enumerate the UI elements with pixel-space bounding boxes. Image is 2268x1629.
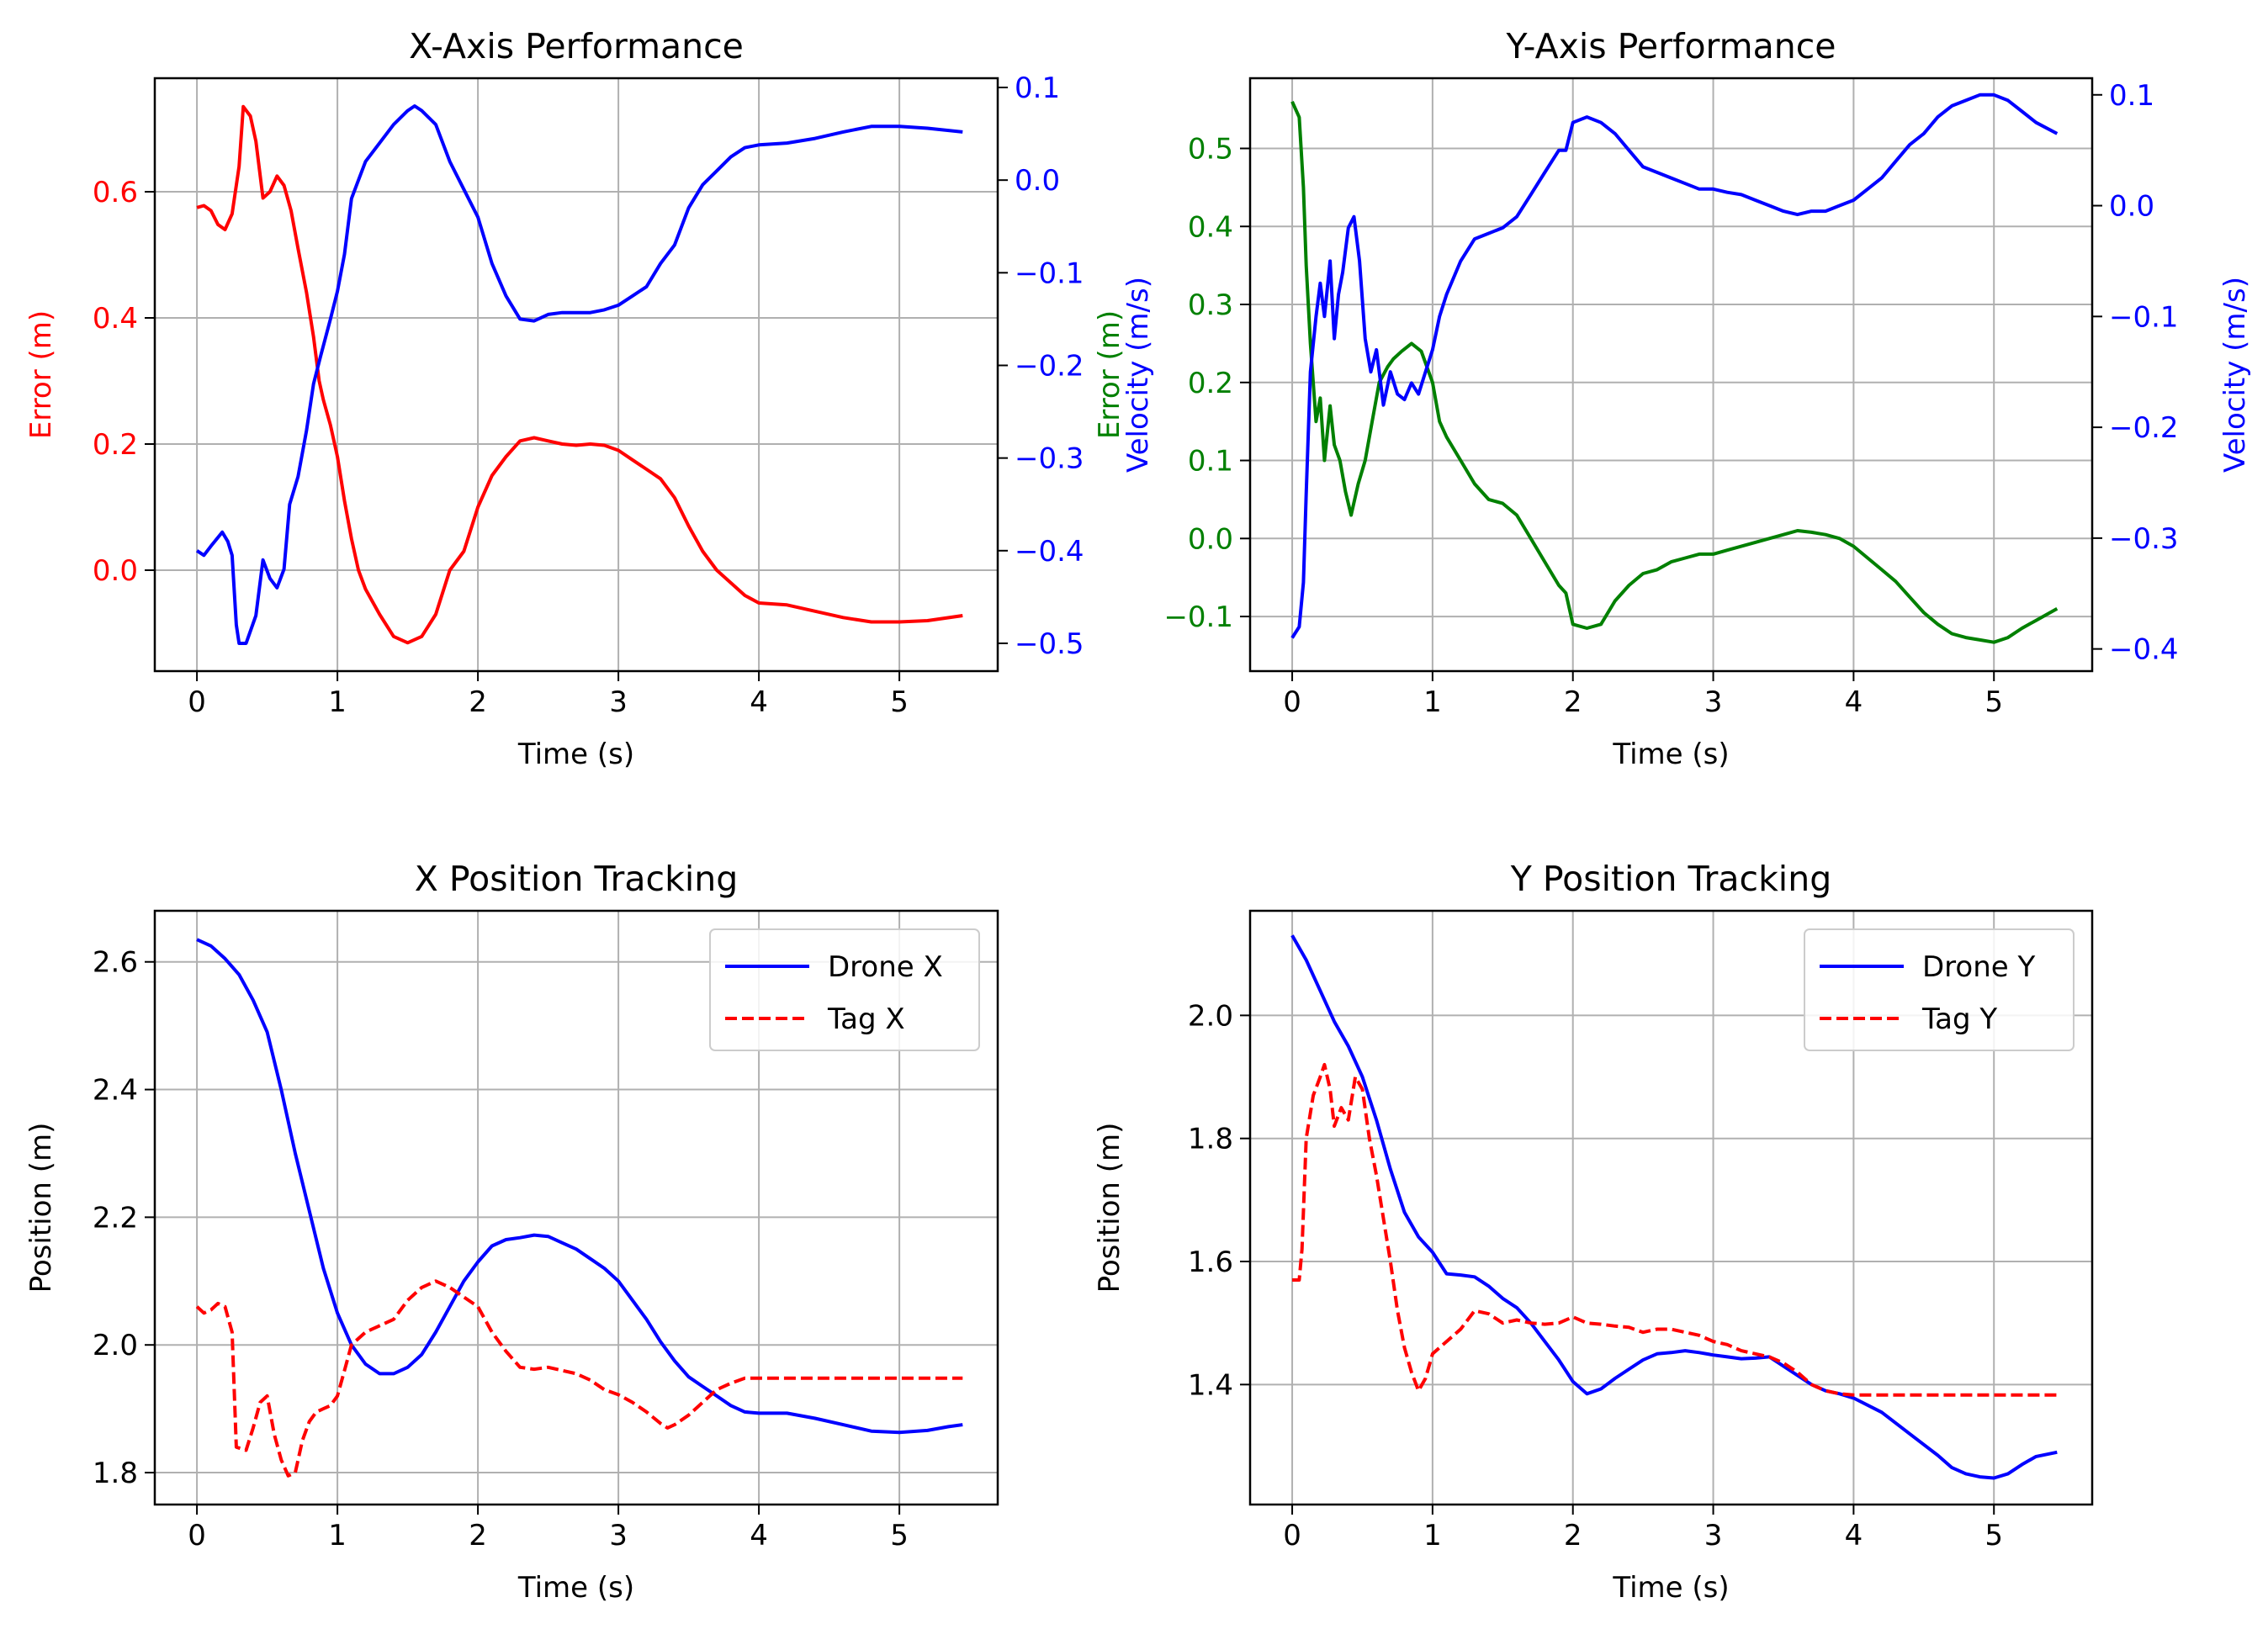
x-tick-label: 5 xyxy=(890,1519,909,1552)
x-tick-label: 1 xyxy=(328,685,347,719)
x-tick-label: 3 xyxy=(1704,1519,1723,1552)
y-tick-label: −0.1 xyxy=(1163,600,1233,634)
y-tick-label: 1.4 xyxy=(1188,1368,1233,1402)
chart-title: X-Axis Performance xyxy=(409,26,744,66)
y-tick-label: 0.4 xyxy=(93,302,138,336)
legend-label: Drone Y xyxy=(1922,950,2035,984)
y-right-axis-label: Velocity (m/s) xyxy=(2218,277,2252,473)
plot-frame xyxy=(153,909,999,1506)
x-tick-label: 1 xyxy=(1423,685,1442,719)
y-right-tick-label: −0.5 xyxy=(1015,627,1084,661)
x-axis-label: Time (s) xyxy=(1612,1571,1729,1605)
x-tick-label: 0 xyxy=(188,685,206,719)
y-tick-label: 2.4 xyxy=(93,1074,138,1108)
chart-1: 0 1 2 3 4 5 0.0 0.2 0.4 0.6 −0.5 −0.4 −0.3 −0.2 −0.1 0.… xyxy=(24,26,1084,771)
y-tick-label: 0.1 xyxy=(1188,445,1233,479)
y-right-tick-label: 0.0 xyxy=(1015,164,1060,198)
y-right-tick-label: −0.1 xyxy=(2109,300,2179,334)
y-right-tick-label: 0.1 xyxy=(2109,79,2154,113)
x-tick-label: 1 xyxy=(328,1519,347,1552)
y-tick-label: 2.6 xyxy=(93,946,138,980)
chart-2: 0 1 2 3 4 5 −0.1 0.0 0.1 0.2 0.3 0.4 0.5 −0.4 −0.3 −0.2… xyxy=(1093,26,2252,771)
series-line-tag-x xyxy=(195,1279,963,1478)
y-tick-label: 0.2 xyxy=(93,428,138,462)
plot-frame xyxy=(153,77,999,673)
y-tick-label: 0.0 xyxy=(1188,522,1233,556)
x-tick-label: 4 xyxy=(750,685,768,719)
y-right-tick-label: 0.0 xyxy=(2109,190,2154,224)
plot-frame xyxy=(1248,77,2094,673)
y-tick-label: 0.0 xyxy=(93,554,138,588)
y-axis-label: Position (m) xyxy=(24,1123,58,1293)
y-right-tick-label: −0.3 xyxy=(1015,442,1084,476)
y-tick-label: 2.0 xyxy=(1188,999,1233,1033)
y-tick-label: 0.5 xyxy=(1188,132,1233,166)
x-axis-label: Time (s) xyxy=(517,738,634,771)
y-axis-label: Error (m) xyxy=(1093,310,1126,439)
x-tick-label: 5 xyxy=(1984,685,2003,719)
x-tick-label: 3 xyxy=(609,685,628,719)
x-tick-label: 2 xyxy=(1564,685,1582,719)
y-axis-label: Position (m) xyxy=(1093,1123,1126,1293)
series-line-1 xyxy=(1290,100,2059,644)
chart-title: Y-Axis Performance xyxy=(1506,26,1836,66)
legend-label: Tag Y xyxy=(1921,1002,1997,1036)
legend-label: Tag X xyxy=(827,1002,905,1036)
y-right-tick-label: −0.4 xyxy=(2109,633,2179,667)
x-tick-label: 4 xyxy=(750,1519,768,1552)
series-line-2 xyxy=(195,104,963,645)
y-right-tick-label: −0.2 xyxy=(1015,349,1084,383)
y-tick-label: 2.0 xyxy=(93,1329,138,1362)
plot-frame xyxy=(1248,909,2094,1506)
y-right-tick-label: 0.1 xyxy=(1015,71,1060,105)
chart-3: 0 1 2 3 4 5 1.8 2.0 2.2 2.4 2.6 X Position Tracking… xyxy=(24,859,999,1605)
x-tick-label: 4 xyxy=(1845,685,1863,719)
y-tick-label: 0.4 xyxy=(1188,210,1233,244)
x-tick-label: 2 xyxy=(1564,1519,1582,1552)
x-tick-label: 0 xyxy=(1283,685,1301,719)
x-axis-label: Time (s) xyxy=(1612,738,1729,771)
x-tick-label: 5 xyxy=(890,685,909,719)
y-tick-label: 1.8 xyxy=(93,1457,138,1490)
y-tick-label: 1.8 xyxy=(1188,1123,1233,1156)
y-axis-label-overlap: Velocity (m/s) xyxy=(1121,277,1155,473)
x-tick-label: 1 xyxy=(1423,1519,1442,1552)
y-tick-label: 0.6 xyxy=(93,176,138,209)
series-line-drone-y xyxy=(1290,934,2058,1480)
x-tick-label: 5 xyxy=(1984,1519,2003,1552)
x-tick-label: 2 xyxy=(469,685,487,719)
chart-title: X Position Tracking xyxy=(415,859,738,899)
x-tick-label: 0 xyxy=(188,1519,206,1552)
x-tick-label: 3 xyxy=(609,1519,628,1552)
y-tick-label: 2.2 xyxy=(93,1201,138,1235)
y-axis-label: Error (m) xyxy=(24,310,58,439)
x-tick-label: 2 xyxy=(469,1519,487,1552)
x-axis-label: Time (s) xyxy=(517,1571,634,1605)
y-right-tick-label: −0.4 xyxy=(1015,535,1084,569)
x-tick-label: 0 xyxy=(1283,1519,1301,1552)
series-line-drone-x xyxy=(196,938,963,1435)
y-tick-label: 0.2 xyxy=(1188,367,1233,400)
y-right-tick-label: −0.1 xyxy=(1015,257,1084,290)
series-line-2 xyxy=(1290,93,2059,639)
y-right-tick-label: −0.2 xyxy=(2109,411,2179,445)
x-tick-label: 3 xyxy=(1704,685,1723,719)
chart-4: 0 1 2 3 4 5 1.4 1.6 1.8 2.0 Y Position Tracking Tim… xyxy=(1093,859,2094,1605)
series-line-tag-y xyxy=(1292,1062,2058,1397)
series-line-1 xyxy=(196,104,963,645)
y-right-tick-label: −0.3 xyxy=(2109,522,2179,556)
x-tick-label: 4 xyxy=(1845,1519,1863,1552)
chart-title: Y Position Tracking xyxy=(1510,859,1831,899)
y-tick-label: 0.3 xyxy=(1188,288,1233,322)
legend-label: Drone X xyxy=(828,950,943,984)
y-tick-label: 1.6 xyxy=(1188,1246,1233,1279)
